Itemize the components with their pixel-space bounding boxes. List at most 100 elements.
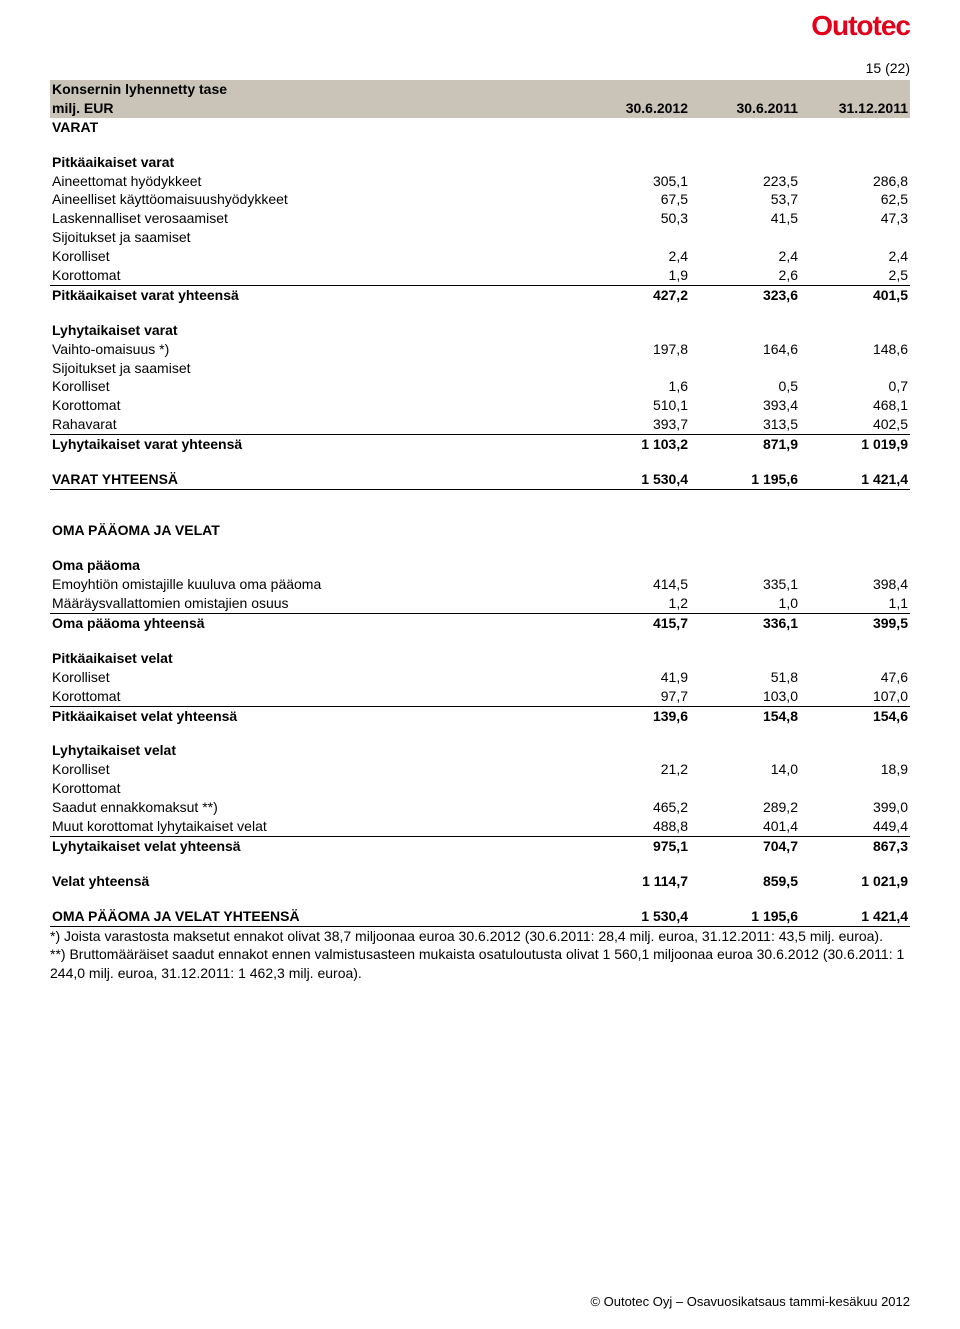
cell: 197,8	[580, 340, 690, 359]
cell: 1,1	[800, 594, 910, 613]
cell: 289,2	[690, 798, 800, 817]
table-row: Määräysvallattomien omistajien osuus1,2 1…	[50, 594, 910, 613]
section-row: Oma pääoma	[50, 556, 910, 575]
cell: 859,5	[690, 872, 800, 891]
table-row: Saadut ennakkomaksut **)465,2289,2399,0	[50, 798, 910, 817]
table-row: Korottomat510,1393,4468,1	[50, 396, 910, 415]
opv-heading: OMA PÄÄOMA JA VELAT	[50, 521, 580, 540]
cell: 871,9	[690, 435, 800, 454]
cell: 0,7	[800, 377, 910, 396]
cell: 41,5	[690, 209, 800, 228]
row-label: Aineelliset käyttöomaisuushyödykkeet	[50, 190, 580, 209]
section-row: OMA PÄÄOMA JA VELAT	[50, 521, 910, 540]
section-label: Pitkäaikaiset varat	[50, 153, 580, 172]
cell: 2,4	[800, 247, 910, 266]
cell: 2,4	[690, 247, 800, 266]
cell: 323,6	[690, 285, 800, 304]
cell: 414,5	[580, 575, 690, 594]
table-row: Aineettomat hyödykkeet305,1223,5286,8	[50, 172, 910, 191]
cell: 335,1	[690, 575, 800, 594]
footnotes: *) Joista varastosta maksetut ennakot ol…	[50, 927, 910, 984]
cell: 1,9	[580, 266, 690, 285]
cell: 223,5	[690, 172, 800, 191]
section-label: Lyhytaikaiset velat	[50, 741, 580, 760]
cell: 402,5	[800, 415, 910, 434]
table-row: Laskennalliset verosaamiset50,341,547,3	[50, 209, 910, 228]
table-row: Korolliset21,214,018,9	[50, 760, 910, 779]
table-header-row: Konsernin lyhennetty tase	[50, 80, 910, 99]
cell: 867,3	[800, 836, 910, 855]
cell: 1 530,4	[580, 907, 690, 926]
cell: 465,2	[580, 798, 690, 817]
table-row: Aineelliset käyttöomaisuushyödykkeet67,5…	[50, 190, 910, 209]
cell: 14,0	[690, 760, 800, 779]
cell: 67,5	[580, 190, 690, 209]
cell: 1,2	[580, 594, 690, 613]
section-row: Pitkäaikaiset varat	[50, 153, 910, 172]
unit-label: milj. EUR	[50, 99, 580, 118]
row-label: Saadut ennakkomaksut **)	[50, 798, 580, 817]
row-label: Lyhytaikaiset velat yhteensä	[50, 836, 580, 855]
table-row: Rahavarat393,7313,5402,5	[50, 415, 910, 434]
section-label: Oma pääoma	[50, 556, 580, 575]
cell: 427,2	[580, 285, 690, 304]
total-row: Velat yhteensä1 114,7859,51 021,9	[50, 872, 910, 891]
row-label: Korottomat	[50, 687, 580, 706]
footnote-text: *) Joista varastosta maksetut ennakot ol…	[50, 927, 910, 946]
table-row: Muut korottomat lyhytaikaiset velat488,8…	[50, 817, 910, 836]
table-row: Vaihto-omaisuus *)197,8164,6148,6	[50, 340, 910, 359]
table-row: Sijoitukset ja saamiset	[50, 359, 910, 378]
cell: 2,4	[580, 247, 690, 266]
cell: 1 103,2	[580, 435, 690, 454]
cell: 1 421,4	[800, 470, 910, 489]
section-label: Pitkäaikaiset velat	[50, 649, 580, 668]
footnote-text: **) Bruttomääräiset saadut ennakot ennen…	[50, 945, 910, 983]
table-title: Konsernin lyhennetty tase	[50, 80, 580, 99]
section-row: Pitkäaikaiset velat	[50, 649, 910, 668]
cell: 41,9	[580, 668, 690, 687]
row-label: Korolliset	[50, 377, 580, 396]
cell: 139,6	[580, 706, 690, 725]
row-label: Lyhytaikaiset varat yhteensä	[50, 435, 580, 454]
row-label: Korottomat	[50, 266, 580, 285]
cell: 1 195,6	[690, 907, 800, 926]
row-label: Pitkäaikaiset velat yhteensä	[50, 706, 580, 725]
row-label: Korolliset	[50, 760, 580, 779]
balance-sheet-table: Konsernin lyhennetty tase milj. EUR 30.6…	[50, 80, 910, 927]
cell: 103,0	[690, 687, 800, 706]
cell: 401,4	[690, 817, 800, 836]
subtotal-row: Lyhytaikaiset varat yhteensä1 103,2871,9…	[50, 435, 910, 454]
cell: 1,6	[580, 377, 690, 396]
cell: 415,7	[580, 613, 690, 632]
cell: 154,6	[800, 706, 910, 725]
cell: 510,1	[580, 396, 690, 415]
cell: 18,9	[800, 760, 910, 779]
cell: 401,5	[800, 285, 910, 304]
table-row: Korolliset41,951,847,6	[50, 668, 910, 687]
cell: 2,5	[800, 266, 910, 285]
cell: 975,1	[580, 836, 690, 855]
subtotal-row: Pitkäaikaiset velat yhteensä139,6154,815…	[50, 706, 910, 725]
cell: 286,8	[800, 172, 910, 191]
row-label: Oma pääoma yhteensä	[50, 613, 580, 632]
col-header: 31.12.2011	[800, 99, 910, 118]
cell: 21,2	[580, 760, 690, 779]
cell: 336,1	[690, 613, 800, 632]
cell: 97,7	[580, 687, 690, 706]
section-row: Lyhytaikaiset varat	[50, 321, 910, 340]
page: Outotec 15 (22) Konsernin lyhennetty tas…	[0, 0, 960, 1329]
subtotal-row: Oma pääoma yhteensä415,7336,1399,5	[50, 613, 910, 632]
row-label: Korolliset	[50, 247, 580, 266]
table-row: Emoyhtiön omistajille kuuluva oma pääoma…	[50, 575, 910, 594]
section-label: Lyhytaikaiset varat	[50, 321, 580, 340]
cell: 47,6	[800, 668, 910, 687]
row-label: Määräysvallattomien omistajien osuus	[50, 594, 580, 613]
row-label: Emoyhtiön omistajille kuuluva oma pääoma	[50, 575, 580, 594]
section-row: Lyhytaikaiset velat	[50, 741, 910, 760]
cell: 399,5	[800, 613, 910, 632]
row-label: Laskennalliset verosaamiset	[50, 209, 580, 228]
cell: 468,1	[800, 396, 910, 415]
subtotal-row: Lyhytaikaiset velat yhteensä975,1704,786…	[50, 836, 910, 855]
cell: 148,6	[800, 340, 910, 359]
row-label: Pitkäaikaiset varat yhteensä	[50, 285, 580, 304]
